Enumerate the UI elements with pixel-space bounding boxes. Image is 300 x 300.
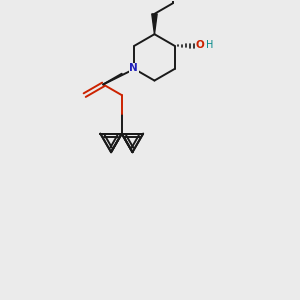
Text: N: N: [129, 63, 138, 74]
Text: H: H: [206, 40, 214, 50]
Text: O: O: [195, 40, 204, 50]
Polygon shape: [152, 14, 157, 34]
